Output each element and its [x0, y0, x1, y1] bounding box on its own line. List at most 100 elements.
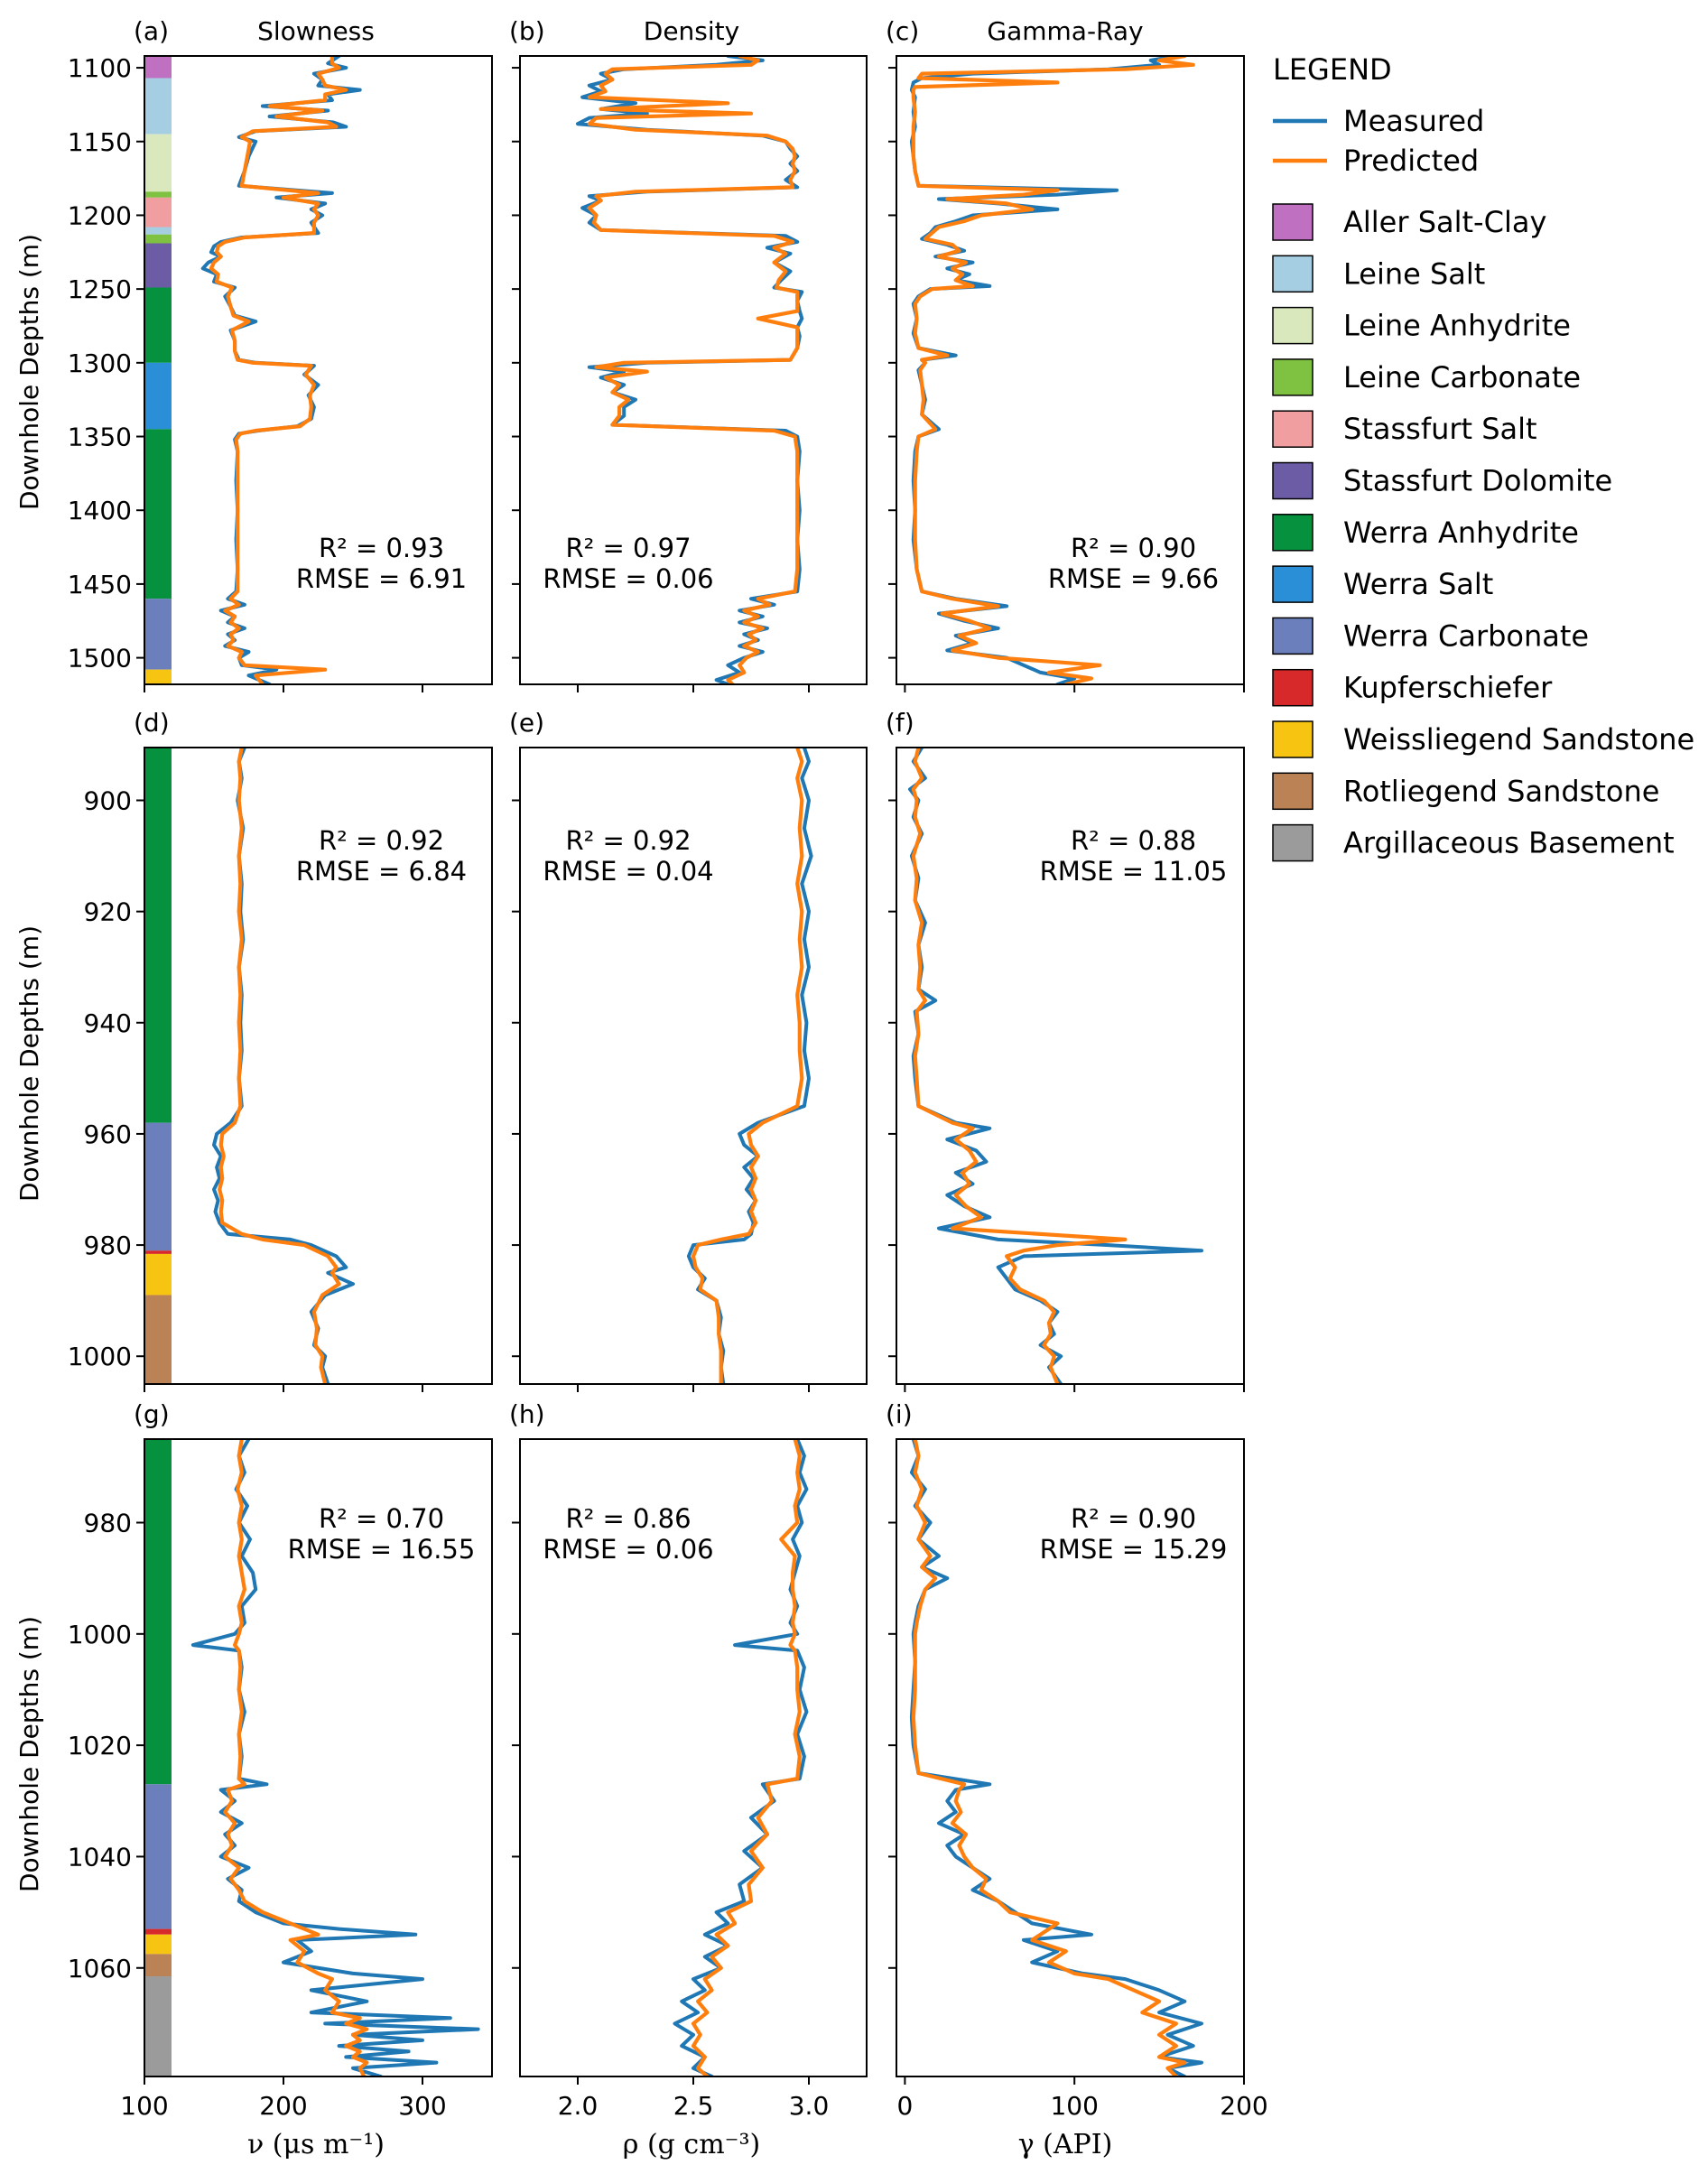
formation-segment: [144, 1122, 172, 1251]
x-tick-label: 200: [1220, 2091, 1267, 2121]
x-tick-label: 3.0: [789, 2091, 830, 2121]
y-tick-label: 1300: [68, 348, 132, 378]
formation-segment: [144, 197, 172, 206]
formation-segment: [144, 1954, 172, 1977]
y-tick-label: 980: [84, 1508, 132, 1538]
rmse-annotation: RMSE = 0.04: [543, 856, 713, 887]
panel-label: (b): [509, 16, 545, 46]
formation-segment: [144, 191, 172, 198]
legend-label-predicted: Predicted: [1343, 144, 1479, 178]
predicted-line: [587, 56, 800, 684]
legend-swatch: [1272, 720, 1313, 758]
formation-segment: [144, 1784, 172, 1929]
legend-formation-label: Leine Anhydrite: [1343, 309, 1571, 343]
formation-strip: [144, 56, 172, 684]
formation-strip: [144, 748, 172, 1384]
r2-annotation: R² = 0.86: [565, 1503, 691, 1534]
predicted-line: [911, 748, 1128, 1384]
y-tick-label: 1000: [68, 1342, 132, 1371]
formation-segment: [144, 205, 172, 228]
y-tick-label: 1020: [68, 1731, 132, 1761]
formation-segment: [144, 1934, 172, 1955]
panel-label: (f): [886, 708, 914, 738]
y-axis-label-row-1: Downhole Depths (m): [14, 234, 44, 510]
rmse-annotation: RMSE = 9.66: [1048, 563, 1219, 594]
panel-label: (e): [509, 708, 544, 738]
axes-frame: [896, 747, 1245, 1385]
column-title-density: Density: [644, 16, 739, 46]
legend-formation-label: Leine Carbonate: [1343, 360, 1581, 395]
x-tick-label: 2.5: [673, 2091, 714, 2121]
legend-formation-label: Kupferschiefer: [1343, 671, 1553, 705]
x-axis-labels: ν (μs m⁻¹) ρ (g cm⁻³) γ (API): [247, 2129, 1112, 2160]
formation-segment: [144, 599, 172, 670]
panel-label: (g): [134, 1399, 170, 1429]
predicted-line: [209, 56, 348, 684]
rmse-annotation: RMSE = 11.05: [1040, 856, 1228, 887]
formation-segment: [144, 1439, 172, 1785]
y-tick-label: 1200: [68, 200, 132, 230]
legend-swatch: [1272, 461, 1313, 500]
panel-label: (i): [886, 1399, 913, 1429]
legend-formation-label: Werra Salt: [1343, 567, 1493, 601]
predicted-line: [218, 748, 341, 1384]
y-tick-label: 1400: [68, 496, 132, 525]
predicted-line: [911, 1439, 1187, 2076]
legend-formation-label: Leine Salt: [1343, 256, 1485, 291]
legend-swatch: [1272, 514, 1313, 552]
y-tick-label: 1040: [68, 1842, 132, 1872]
predicted-line: [691, 748, 804, 1384]
formation-segment: [144, 134, 172, 192]
y-tick-label: 1250: [68, 274, 132, 304]
formation-segment: [144, 362, 172, 430]
x-tick-label: 200: [259, 2091, 307, 2121]
panel-label: (a): [134, 16, 169, 46]
formation-segment: [144, 1976, 172, 2076]
x-tick-label: 0: [896, 2091, 913, 2121]
x-tick-label: 300: [398, 2091, 446, 2121]
column-title-slowness: Slowness: [257, 16, 375, 46]
legend-formation-label: Rotliegend Sandstone: [1343, 774, 1659, 808]
y-tick-label: 1350: [68, 423, 132, 452]
y-tick-label: 920: [84, 897, 132, 927]
x-tick-label: 2.0: [558, 2091, 599, 2121]
y-tick-label: 900: [84, 785, 132, 815]
predicted-line: [223, 1439, 369, 2076]
formation-segment: [144, 227, 172, 235]
x-axis-label-density: ρ (g cm⁻³): [623, 2129, 760, 2160]
legend-formation-label: Aller Salt-Clay: [1343, 205, 1546, 239]
legend-formation-label: Stassfurt Salt: [1343, 412, 1537, 446]
x-tick-label: 100: [1050, 2091, 1098, 2121]
legend-formation-label: Werra Anhydrite: [1343, 516, 1579, 550]
rmse-annotation: RMSE = 15.29: [1040, 1534, 1228, 1565]
rmse-annotation: RMSE = 0.06: [543, 563, 713, 594]
x-tick-label: 100: [120, 2091, 168, 2121]
rmse-annotation: RMSE = 6.91: [296, 563, 467, 594]
formation-segment: [144, 429, 172, 599]
x-axis-label-gamma-ray: γ (API): [1018, 2129, 1113, 2160]
plot-grid: 1100 1150 1200 1250 1300 1350 1400 1450 1500 (a) R…: [68, 16, 1268, 2121]
rmse-annotation: RMSE = 6.84: [296, 856, 467, 887]
axes-frame: [144, 747, 493, 1385]
predicted-line: [911, 56, 1195, 684]
column-titles: Slowness Density Gamma-Ray: [257, 16, 1143, 46]
axes-frame: [144, 1438, 493, 2077]
formation-segment: [144, 669, 172, 684]
formation-segment: [144, 1250, 172, 1254]
legend-formation-label: Argillaceous Basement: [1343, 826, 1675, 860]
legend-swatch: [1272, 410, 1313, 448]
measured-line: [686, 748, 813, 1384]
legend: LEGEND Measured Predicted Aller Salt-Clay L…: [1272, 52, 1694, 862]
axes-frame: [896, 55, 1245, 685]
axes-frame: [896, 1438, 1245, 2077]
y-axis-label-row-3: Downhole Depths (m): [14, 1616, 44, 1892]
legend-label-measured: Measured: [1343, 104, 1484, 138]
legend-formation-label: Weissliegend Sandstone: [1343, 722, 1694, 757]
r2-annotation: R² = 0.90: [1071, 533, 1196, 563]
